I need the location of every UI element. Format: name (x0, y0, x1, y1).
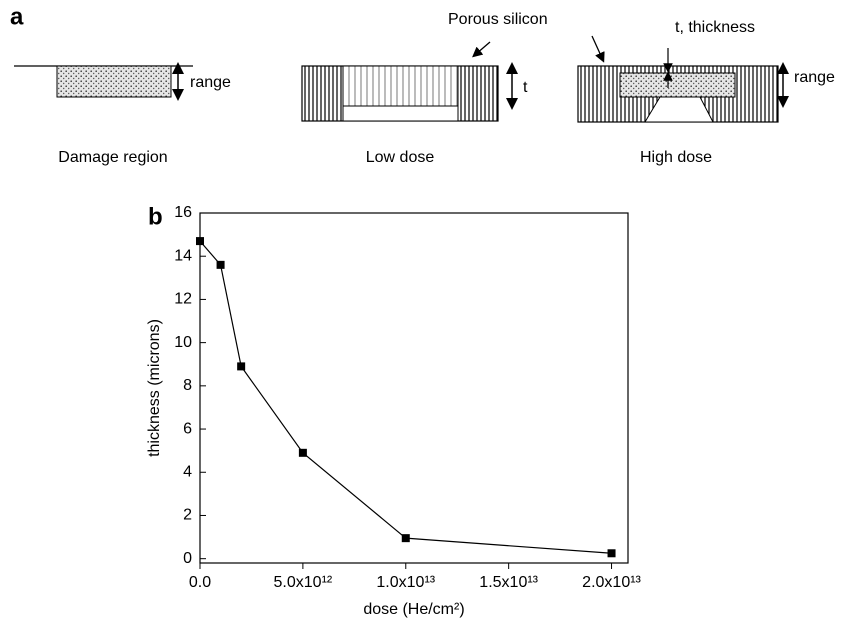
y-tick-label: 8 (183, 377, 192, 394)
thickness-label: t, thickness (675, 19, 755, 36)
pointer (472, 41, 491, 58)
y-tick-label: 12 (174, 291, 192, 308)
panel-label: a (10, 3, 24, 30)
panel-a: a range Damage region t Low dose Porous … (10, 3, 835, 166)
caption: Damage region (58, 149, 167, 166)
y-tick-label: 14 (174, 247, 192, 264)
caption: Low dose (366, 149, 435, 166)
damage-region (56, 65, 172, 98)
x-tick-label: 1.0x10¹³ (376, 574, 435, 591)
marker (298, 448, 307, 457)
line (199, 240, 612, 554)
pointer (591, 35, 605, 63)
range-label: range (190, 74, 231, 91)
y-tick-label: 6 (183, 420, 192, 437)
x-tick-label: 5.0x10¹² (274, 574, 333, 591)
caption: High dose (640, 149, 712, 166)
void (644, 96, 714, 123)
void (342, 105, 459, 122)
y-tick-label: 4 (183, 463, 192, 480)
porous-layer (342, 65, 459, 107)
damage-layer (619, 72, 736, 98)
x-tick-label: 2.0x10¹³ (582, 574, 641, 591)
porous-label: Porous silicon (448, 11, 548, 28)
marker (216, 260, 225, 269)
t-label: t (523, 79, 528, 96)
panel-label: b (148, 203, 163, 230)
panel-b: b dose (He/cm²) thickness (microns) 0 2 4 6… (146, 203, 641, 618)
x-tick-label: 0.0 (189, 574, 211, 591)
plot-frame (199, 212, 629, 564)
y-tick-label: 16 (174, 204, 192, 221)
y-tick-label: 0 (183, 550, 192, 567)
x-axis-label: dose (He/cm²) (363, 601, 464, 618)
y-tick-label: 10 (174, 334, 192, 351)
x-tick-label: 1.5x10¹³ (479, 574, 538, 591)
marker (196, 237, 204, 246)
marker (237, 362, 246, 371)
y-axis-label: thickness (microns) (146, 319, 163, 457)
marker (401, 534, 410, 543)
y-tick-label: 2 (183, 507, 192, 524)
marker (607, 549, 616, 558)
range-label: range (794, 69, 835, 86)
